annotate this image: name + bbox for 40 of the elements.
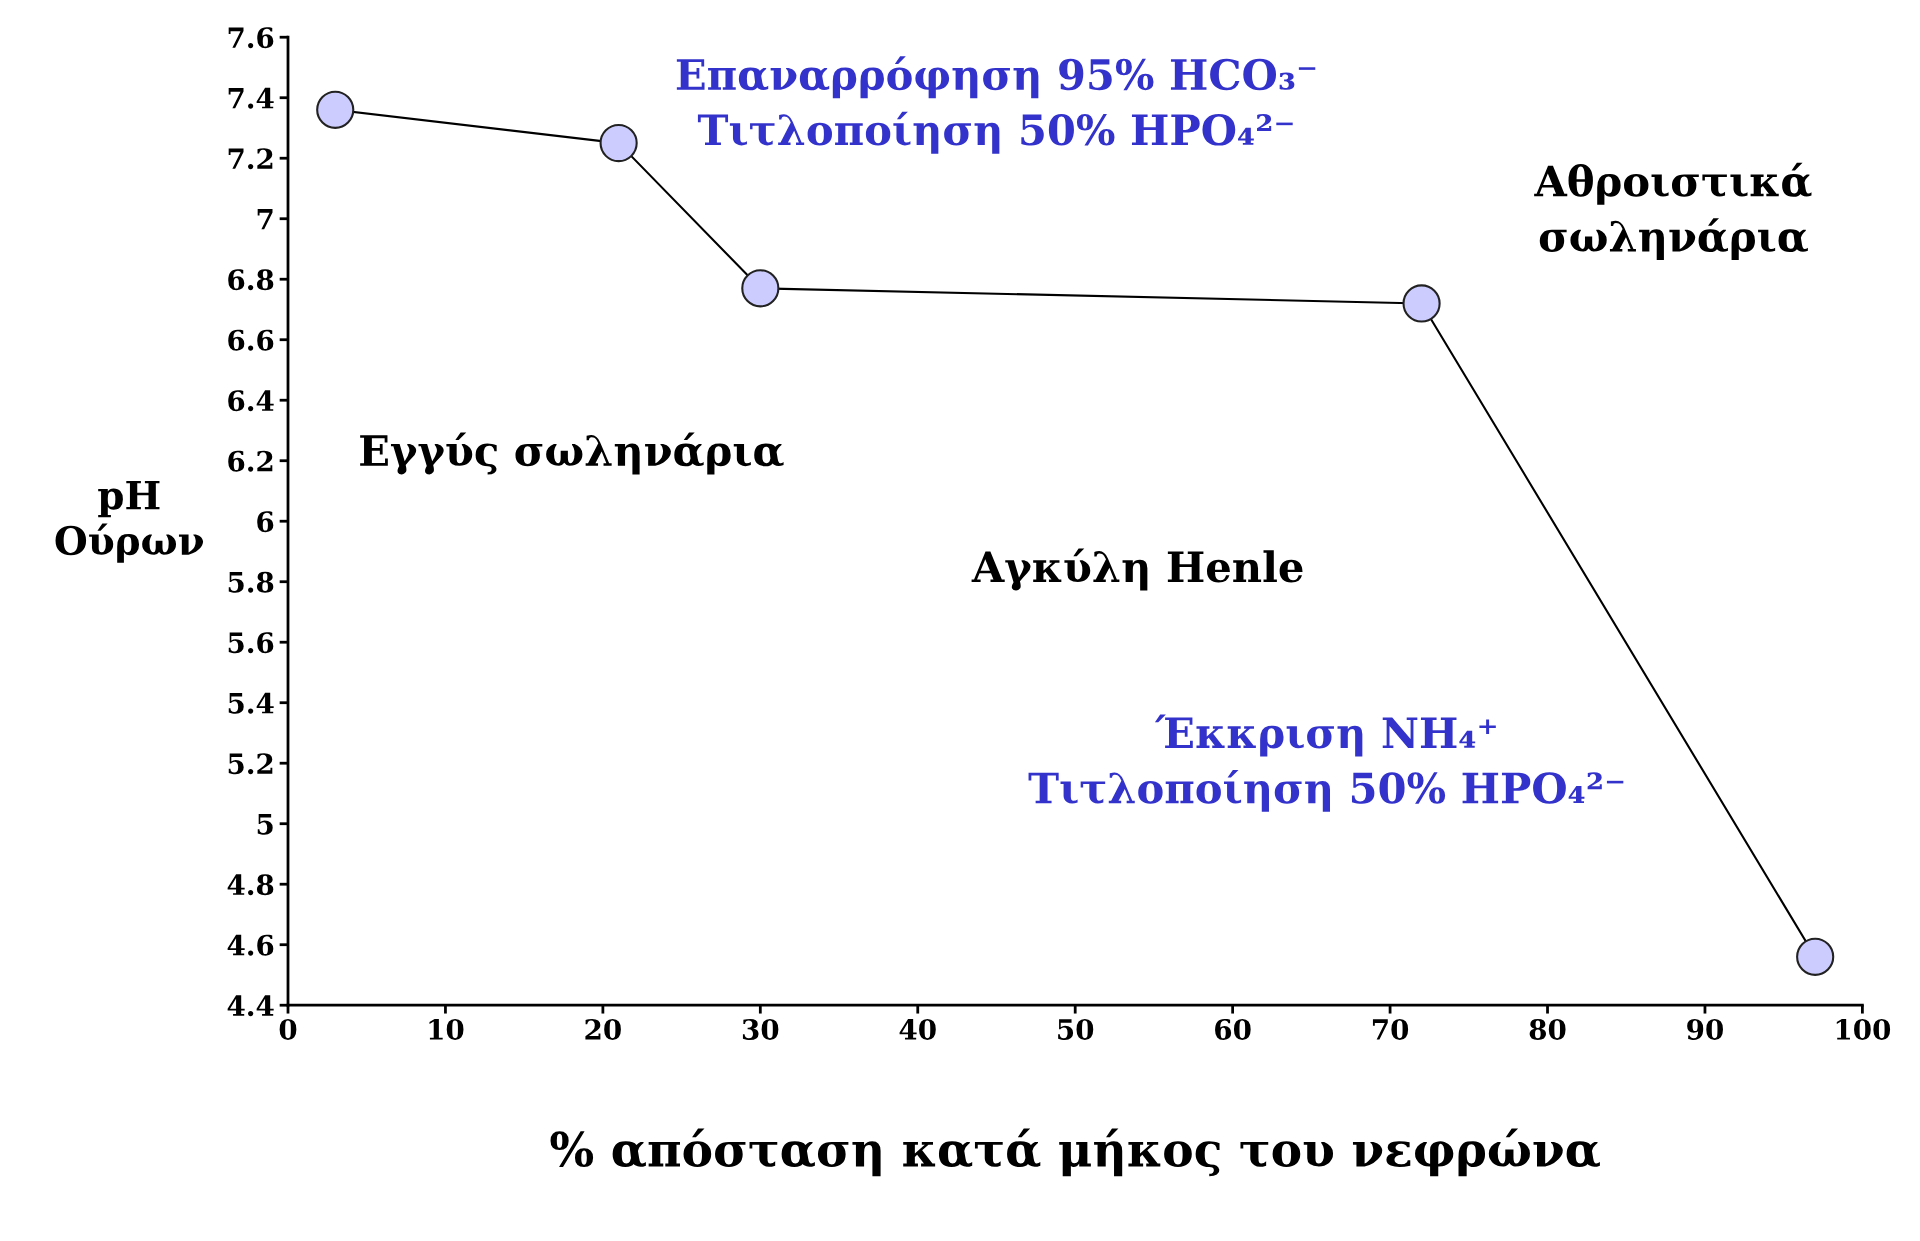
annotation: Εγγύς σωληνάρια: [360, 432, 784, 475]
y-tick-label: 6.2: [228, 450, 273, 472]
x-tick-label: 60: [1215, 1018, 1251, 1040]
y-tick-label: 6.4: [228, 390, 274, 412]
y-tick-label: 7: [257, 209, 273, 230]
y-tick-label: 4.4: [227, 995, 274, 1017]
point: [1402, 284, 1441, 323]
point: [1796, 937, 1835, 976]
y-tick-label: 5: [257, 814, 273, 835]
x-tick-label: 30: [742, 1018, 779, 1040]
x-tick-label: 70: [1372, 1018, 1409, 1040]
annotation: Έκκριση NH₄⁺ Τιτλοποίηση 50% HPO₄²⁻: [1028, 714, 1624, 812]
x-tick-label: 100: [1836, 1018, 1891, 1040]
annotation: Επαναρρόφηση 95% HCO₃⁻ Τιτλοποίηση 50% HPO₄²⁻: [676, 56, 1316, 154]
y-tick-label: 5.4: [228, 692, 274, 714]
y-tick-label: 5.6: [228, 632, 274, 654]
y-tick-label: 6: [257, 511, 274, 533]
annotation: Αγκύλη Henle: [971, 548, 1303, 591]
x-tick-label: 10: [429, 1018, 464, 1040]
x-tick-label: 20: [585, 1018, 621, 1040]
point: [741, 269, 780, 308]
y-tick-label: 6.8: [228, 269, 274, 291]
y-tick-label: 6.6: [228, 329, 274, 351]
y-tick-label: 7.6: [228, 27, 274, 49]
y-tick-label: 4.8: [227, 874, 274, 896]
y-tick-label: 4.6: [227, 934, 274, 956]
x-tick-label: 50: [1058, 1018, 1094, 1040]
y-tick-label: 5.8: [228, 571, 274, 593]
x-tick-label: 90: [1687, 1018, 1723, 1040]
x-axis-title: % απόσταση κατά μήκος του νεφρώνα: [550, 1128, 1600, 1177]
annotation: Αθροιστικά σωληνάρια: [1534, 162, 1812, 261]
y-axis-title: pH Ούρων: [55, 480, 204, 563]
y-tick-label: 7.2: [228, 148, 273, 170]
x-tick-label: 0: [279, 1018, 297, 1040]
y-tick-label: 7.4: [228, 87, 274, 109]
x-tick-label: 80: [1529, 1018, 1566, 1040]
point: [316, 90, 355, 129]
y-tick-label: 5.2: [228, 753, 273, 775]
point: [599, 124, 638, 163]
x-tick-label: 40: [899, 1018, 936, 1040]
